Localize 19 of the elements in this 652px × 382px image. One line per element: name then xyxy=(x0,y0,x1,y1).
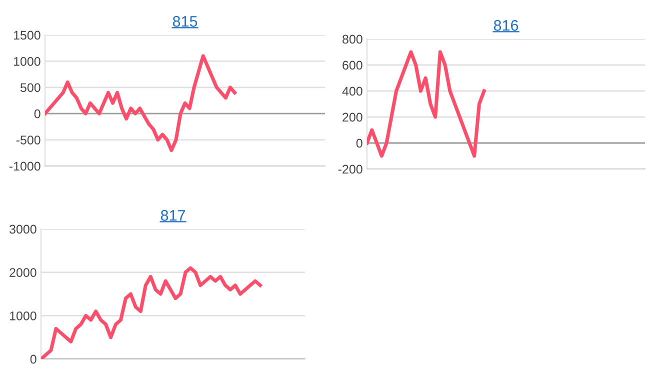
y-tick-label: 1500 xyxy=(14,30,40,40)
y-tick-label: 1000 xyxy=(14,57,40,66)
y-tick-label: 400 xyxy=(342,86,362,96)
y-tick-label: 0 xyxy=(34,109,40,118)
y-tick-label: 600 xyxy=(342,60,362,70)
chart-title: 817 xyxy=(160,210,185,221)
y-tick-label: 1000 xyxy=(10,311,36,320)
y-tick-label: -200 xyxy=(338,164,362,174)
y-tick-label: 0 xyxy=(30,354,36,364)
y-tick-label: -500 xyxy=(16,136,40,144)
y-tick-label: 3000 xyxy=(10,224,36,234)
y-tick-label: -1000 xyxy=(9,162,40,171)
y-tick-label: 800 xyxy=(342,34,362,44)
y-tick-label: 200 xyxy=(342,112,362,122)
chart-title: 815 xyxy=(172,16,198,27)
y-tick-label: 500 xyxy=(20,83,40,92)
y-tick-label: 0 xyxy=(356,138,362,148)
chart-title: 816 xyxy=(494,20,518,31)
y-tick-label: 2000 xyxy=(10,268,36,277)
